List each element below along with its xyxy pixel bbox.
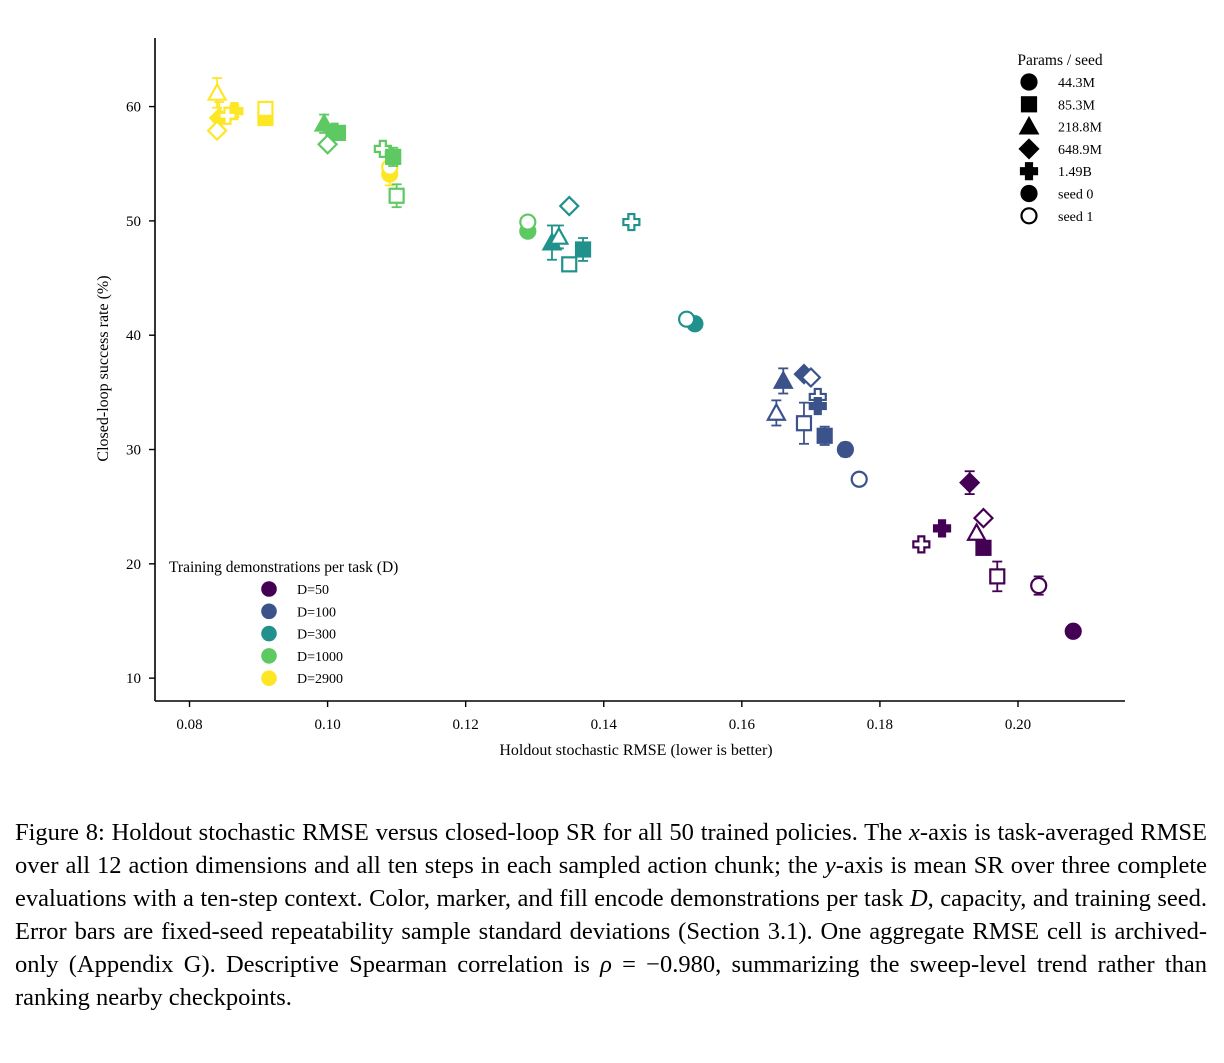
data-point-triangle [313,112,335,132]
legend-marker-triangle [1018,115,1040,135]
data-point-plus [932,519,952,538]
legend-marker-label: 218.8M [1058,121,1103,136]
data-point-circle [836,440,854,459]
legend-params-seed: Params / seed 44.3M 85.3M 218.8M 648.9M 1.49B… [1017,52,1102,225]
legend-color-label: D=2900 [297,672,343,687]
caption-text-5: , summarizing the sweep-level trend rath… [15,951,1207,1011]
caption-text-1: Holdout stochastic RMSE versus closed-lo… [104,819,910,846]
data-point-triangle [772,370,794,389]
data-point-plus [218,106,237,125]
y-tick-label: 50 [126,214,141,230]
data-point-square [989,568,1006,585]
y-tick-label: 30 [126,443,141,459]
legend-color-label: D=300 [297,628,336,643]
data-point-triangle [548,226,570,245]
axes: 0.08 0.10 0.12 0.14 0.16 0.18 0.20 10 20 30 40 50 60… [95,38,1125,759]
caption-math-eq: = −0.980 [611,951,716,978]
y-tick-label: 10 [126,671,141,687]
legend-demonstrations: Training demonstrations per task (D) D=50… [169,559,398,687]
data-point-square [561,256,578,273]
caption-text-3: -axis is mean SR over three complete eva… [15,852,1207,912]
x-tick-label: 0.14 [591,717,618,733]
data-point-plus [912,535,931,554]
data-point-triangle [206,82,228,101]
data-point-diamond [206,120,228,142]
data-point-square [816,427,833,444]
data-point-circle [850,470,868,488]
legend-marker-diamond [1018,138,1040,160]
data-point-square [385,148,402,165]
data-points [206,77,1082,640]
caption-math-y: y [824,852,836,879]
legend-color-swatch [261,603,277,620]
legend-marker-plus [1019,162,1039,181]
x-tick-label: 0.20 [1005,717,1031,733]
data-point-diamond [558,195,580,217]
legend-color-label: D=1000 [297,650,343,665]
data-point-square [975,539,992,556]
data-point-square [388,187,405,204]
caption-text-2: -axis is task-averaged RMSE over all 12 … [15,819,1207,879]
legend-marker-circle [1020,184,1038,203]
data-point-triangle [765,402,787,421]
y-tick-label: 40 [126,328,141,344]
caption-text-4: , capacity, and training seed. Error bar… [15,885,1207,978]
data-point-diamond [972,507,995,529]
legend-color-swatch [261,581,277,597]
legend-marker-label: 648.9M [1058,143,1103,158]
x-axis-label: Holdout stochastic RMSE (lower is better… [499,742,772,759]
x-tick-label: 0.12 [453,717,479,733]
legend-marker-circle [1020,73,1038,91]
legend-marker-circle [1020,207,1038,225]
legend-color-swatch [261,648,277,664]
figure: 0.08 0.10 0.12 0.14 0.16 0.18 0.20 10 20 30 40 50 60… [95,38,1125,759]
caption-math-rho: ρ [600,951,612,978]
data-point-circle [678,310,696,328]
data-point-circle [519,213,537,231]
legend-params-title: Params / seed [1017,52,1102,69]
data-point-square [795,415,813,432]
data-point-square [574,241,592,258]
legend-marker-label: 1.49B [1058,165,1092,180]
legend-color-label: D=100 [297,605,336,620]
y-tick-label: 60 [126,100,141,116]
data-point-diamond [317,133,339,155]
data-point-diamond [959,472,981,494]
data-point-plus [808,396,827,416]
scatter-chart: 0.08 0.10 0.12 0.14 0.16 0.18 0.20 10 20 30 40 50 60… [95,38,1125,759]
y-tick-label: 20 [126,557,141,573]
legend-marker-square [1020,96,1038,113]
legend-demonstrations-title: Training demonstrations per task (D) [169,559,398,576]
x-tick-label: 0.10 [314,717,340,733]
x-tick-label: 0.18 [867,717,893,733]
legend-color-label: D=50 [297,583,329,598]
caption-math-d: D [909,885,928,912]
legend-marker-label: seed 1 [1058,210,1093,225]
data-point-plus [622,212,641,232]
data-point-circle [1030,576,1048,595]
legend-marker-label: 44.3M [1058,76,1096,91]
data-point-square [257,100,274,117]
x-tick-label: 0.08 [176,717,202,733]
caption-math-x: x [909,819,920,846]
data-point-diamond [800,366,822,389]
y-axis-label: Closed-loop success rate (%) [95,275,112,461]
legend-marker-label: seed 0 [1058,188,1093,203]
data-point-circle [1064,622,1082,640]
figure-caption: Figure 8: Holdout stochastic RMSE versus… [15,816,1207,1014]
legend-color-swatch [261,670,277,686]
caption-label: Figure 8: [15,819,105,846]
x-tick-label: 0.16 [729,717,756,733]
data-point-square [329,124,347,141]
legend-color-swatch [261,625,277,642]
legend-marker-label: 85.3M [1058,98,1096,113]
